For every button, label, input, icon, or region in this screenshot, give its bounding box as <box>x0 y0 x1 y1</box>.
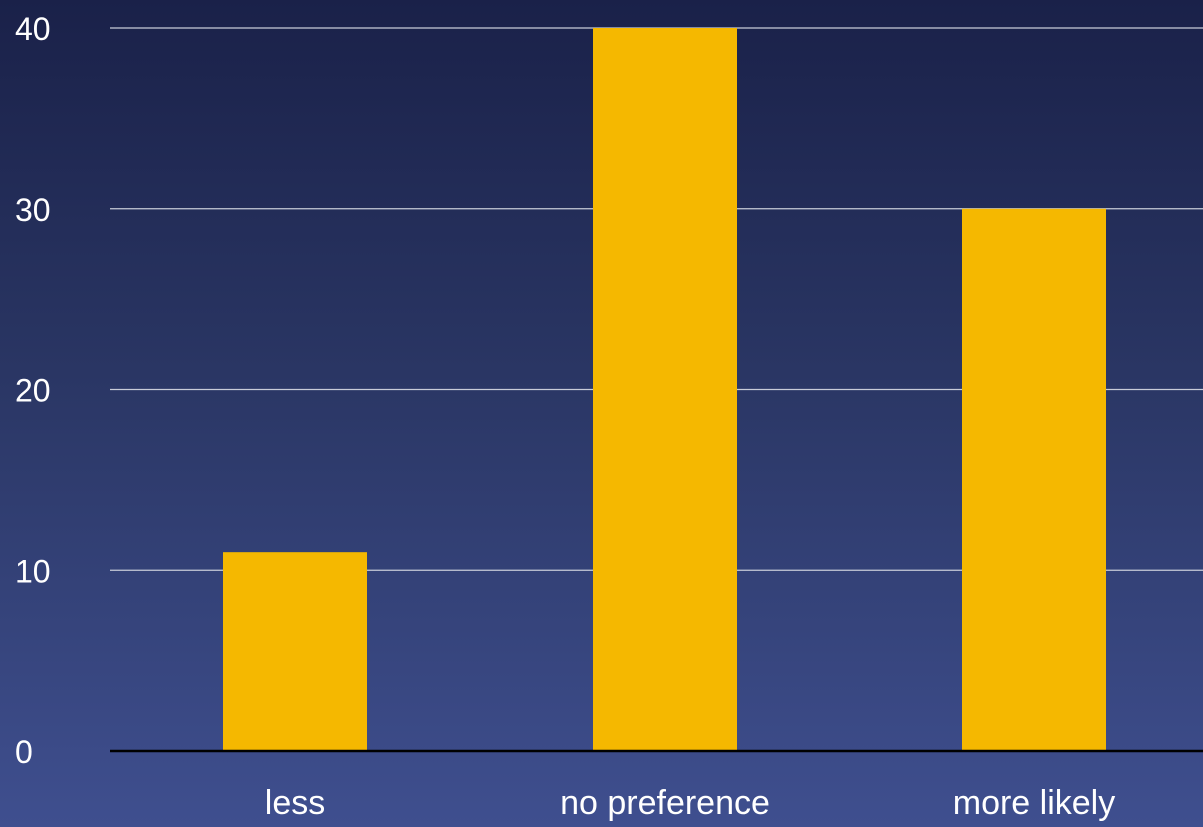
x-axis-category-labels: less no preference more likely <box>265 784 1115 822</box>
bar-more-likely <box>962 208 1106 751</box>
y-tick-label-20: 20 <box>15 373 51 409</box>
bar-less <box>223 552 367 751</box>
y-tick-label-30: 30 <box>15 192 51 228</box>
y-axis-tick-labels: 0 10 20 30 40 <box>15 11 51 770</box>
x-tick-label-more-likely: more likely <box>953 784 1115 822</box>
x-tick-label-less: less <box>265 784 325 822</box>
y-tick-label-10: 10 <box>15 553 51 589</box>
y-tick-label-0: 0 <box>15 734 33 770</box>
x-tick-label-no-preference: no preference <box>560 784 770 822</box>
bars <box>223 28 1106 751</box>
y-tick-label-40: 40 <box>15 11 51 47</box>
bar-no-preference <box>593 28 737 751</box>
